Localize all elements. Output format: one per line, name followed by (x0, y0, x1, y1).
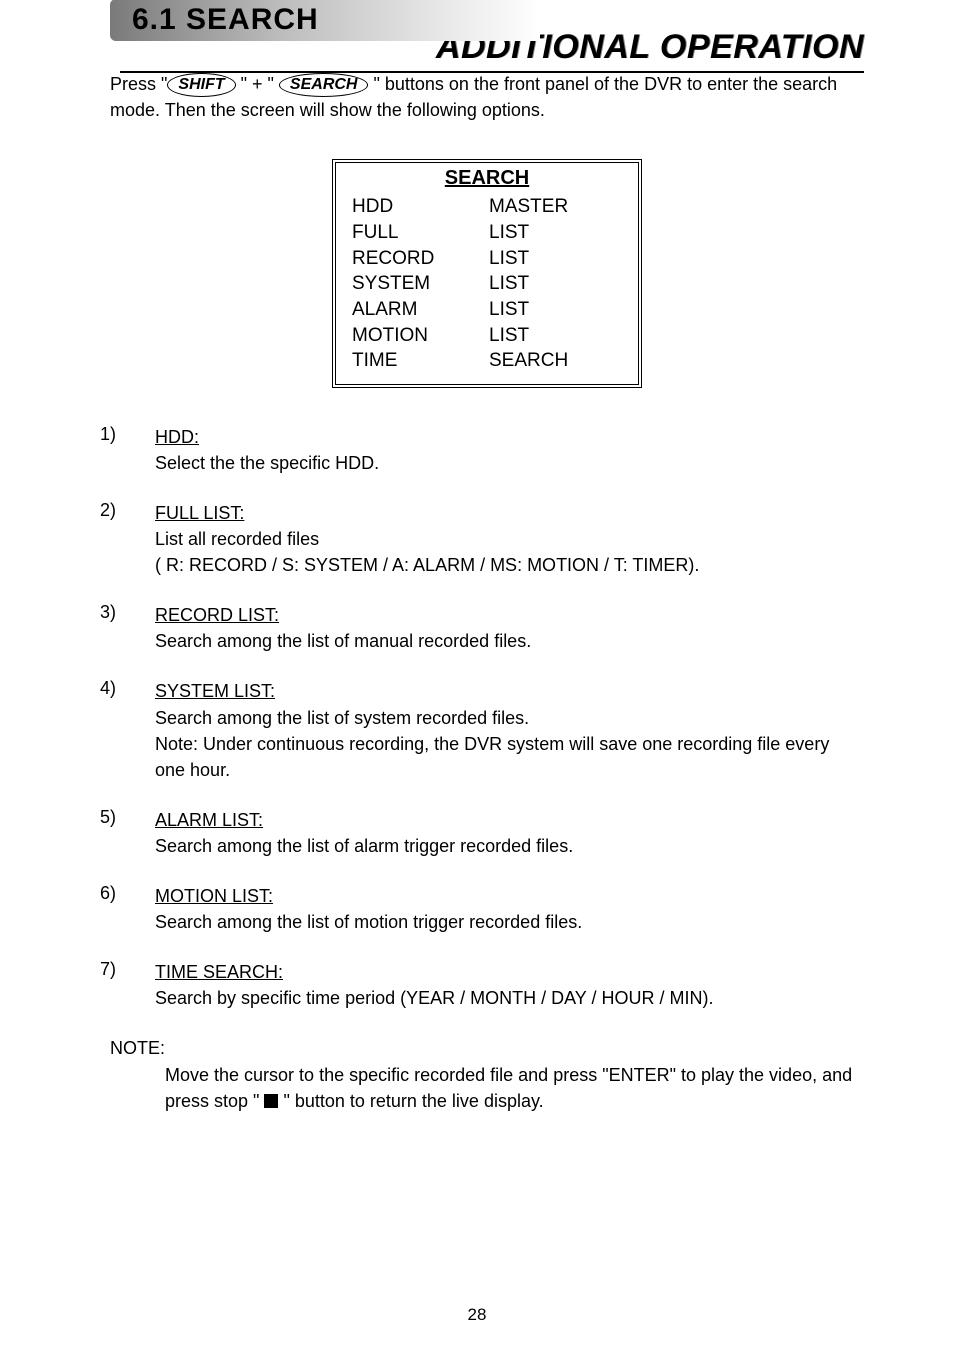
note-text-b: " button to return the live display. (278, 1091, 543, 1111)
item-heading: FULL LIST: (155, 503, 244, 523)
item-number: 1) (100, 424, 155, 476)
table-cell: SEARCH (489, 348, 626, 374)
item-heading: MOTION LIST: (155, 886, 273, 906)
section-heading-text: 6.1 SEARCH (110, 0, 540, 41)
search-table-title: SEARCH (348, 167, 626, 190)
table-cell: MOTION (348, 323, 489, 349)
table-cell: MASTER (489, 194, 626, 220)
shift-key-pill: SHIFT (167, 73, 235, 97)
table-row: ALARMLIST (348, 297, 626, 323)
item-number: 7) (100, 959, 155, 1011)
table-cell: ALARM (348, 297, 489, 323)
table-cell: HDD (348, 194, 489, 220)
table-cell: LIST (489, 246, 626, 272)
list-item: 1) HDD: Select the the specific HDD. (100, 424, 864, 476)
intro-text-mid: " + " (236, 74, 279, 94)
table-cell: FULL (348, 220, 489, 246)
table-cell: LIST (489, 297, 626, 323)
list-item: 3) RECORD LIST: Search among the list of… (100, 602, 864, 654)
item-number: 4) (100, 678, 155, 782)
search-table-container: SEARCH HDDMASTER FULLLIST RECORDLIST SYS… (332, 159, 642, 387)
item-line: Search among the list of system recorded… (155, 708, 529, 728)
list-item: 5) ALARM LIST: Search among the list of … (100, 807, 864, 859)
search-table: SEARCH HDDMASTER FULLLIST RECORDLIST SYS… (332, 159, 642, 387)
table-cell: LIST (489, 271, 626, 297)
section-heading-bar: 6.1 SEARCH (110, 0, 540, 41)
item-line: Search among the list of motion trigger … (155, 912, 582, 932)
stop-icon (264, 1094, 278, 1108)
item-number: 3) (100, 602, 155, 654)
table-row: TIMESEARCH (348, 348, 626, 374)
table-cell: TIME (348, 348, 489, 374)
intro-paragraph: Press "SHIFT " + " SEARCH " buttons on t… (110, 71, 864, 123)
item-line: ( R: RECORD / S: SYSTEM / A: ALARM / MS:… (155, 555, 699, 575)
list-item: 4) SYSTEM LIST: Search among the list of… (100, 678, 864, 782)
note-label: NOTE: (110, 1035, 864, 1061)
item-line: Search among the list of manual recorded… (155, 631, 531, 651)
item-heading: HDD: (155, 427, 199, 447)
table-cell: RECORD (348, 246, 489, 272)
note-body: Move the cursor to the specific recorded… (165, 1062, 864, 1114)
note-block: NOTE: Move the cursor to the specific re… (110, 1035, 864, 1113)
list-item: 2) FULL LIST: List all recorded files ( … (100, 500, 864, 578)
item-number: 2) (100, 500, 155, 578)
table-row: RECORDLIST (348, 246, 626, 272)
item-heading: SYSTEM LIST: (155, 681, 275, 701)
table-row: FULLLIST (348, 220, 626, 246)
search-key-pill: SEARCH (279, 73, 369, 97)
intro-text-prefix: Press " (110, 74, 167, 94)
item-heading: ALARM LIST: (155, 810, 263, 830)
table-cell: SYSTEM (348, 271, 489, 297)
table-row: HDDMASTER (348, 194, 626, 220)
item-line: Select the the specific HDD. (155, 453, 379, 473)
list-item: 6) MOTION LIST: Search among the list of… (100, 883, 864, 935)
table-row: SYSTEMLIST (348, 271, 626, 297)
item-line: Note: Under continuous recording, the DV… (155, 734, 829, 780)
item-line: Search among the list of alarm trigger r… (155, 836, 573, 856)
list-item: 7) TIME SEARCH: Search by specific time … (100, 959, 864, 1011)
item-line: Search by specific time period (YEAR / M… (155, 988, 713, 1008)
table-row: MOTIONLIST (348, 323, 626, 349)
item-heading: TIME SEARCH: (155, 962, 283, 982)
table-cell: LIST (489, 220, 626, 246)
page-number: 28 (0, 1305, 954, 1325)
item-number: 6) (100, 883, 155, 935)
table-cell: LIST (489, 323, 626, 349)
item-heading: RECORD LIST: (155, 605, 279, 625)
definition-list: 1) HDD: Select the the specific HDD. 2) … (100, 424, 864, 1012)
item-number: 5) (100, 807, 155, 859)
item-line: List all recorded files (155, 529, 319, 549)
